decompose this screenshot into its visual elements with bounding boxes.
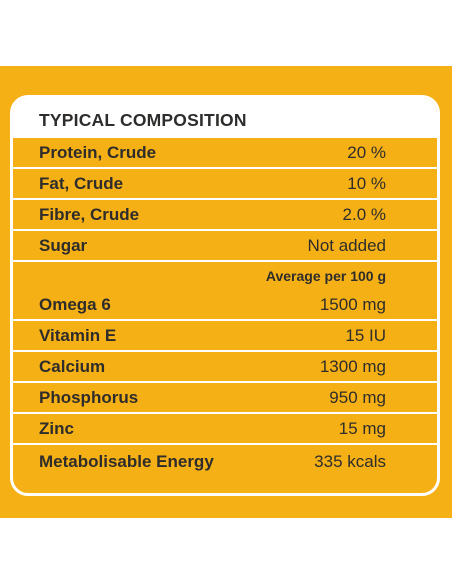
row-label: Calcium <box>39 357 106 376</box>
table-row: Omega 6 1500 mg <box>13 290 437 321</box>
table-row: Vitamin E 15 IU <box>13 321 437 352</box>
table-row: Zinc 15 mg <box>13 414 437 445</box>
row-label: Fat, Crude <box>39 174 124 193</box>
row-label: Vitamin E <box>39 326 117 345</box>
row-label: Zinc <box>39 419 74 438</box>
card-header: TYPICAL COMPOSITION <box>13 98 437 138</box>
table-row: Sugar Not added <box>13 231 437 262</box>
table-row: Calcium 1300 mg <box>13 352 437 383</box>
table-row: Metabolisable Energy 335 kcals <box>13 445 437 476</box>
row-label: Fibre, Crude <box>39 205 140 224</box>
row-label: Protein, Crude <box>39 143 157 162</box>
table-row: Protein, Crude 20 % <box>13 138 437 169</box>
row-label: Sugar <box>39 236 88 255</box>
row-label: Metabolisable Energy <box>39 452 214 471</box>
row-label: Omega 6 <box>39 295 111 314</box>
row-value: 1300 mg <box>319 357 386 376</box>
row-value: 15 IU <box>345 326 386 345</box>
row-value: 335 kcals <box>314 452 386 471</box>
composition-card: TYPICAL COMPOSITION Protein, Crude 20 % … <box>10 95 440 496</box>
row-value: 1500 mg <box>319 295 386 314</box>
table-row: Phosphorus 950 mg <box>13 383 437 414</box>
table-row: Fat, Crude 10 % <box>13 169 437 200</box>
average-header: Average per 100 g <box>265 268 386 284</box>
row-value: 10 % <box>347 174 386 193</box>
row-value: 15 mg <box>338 419 386 438</box>
row-value: Not added <box>307 236 386 255</box>
average-header-row: Average per 100 g <box>13 262 437 290</box>
row-value: 20 % <box>347 143 386 162</box>
table-row: Fibre, Crude 2.0 % <box>13 200 437 231</box>
row-label: Phosphorus <box>39 388 139 407</box>
row-value: 950 mg <box>329 388 386 407</box>
card-title: TYPICAL COMPOSITION <box>39 110 247 130</box>
row-value: 2.0 % <box>342 205 386 224</box>
